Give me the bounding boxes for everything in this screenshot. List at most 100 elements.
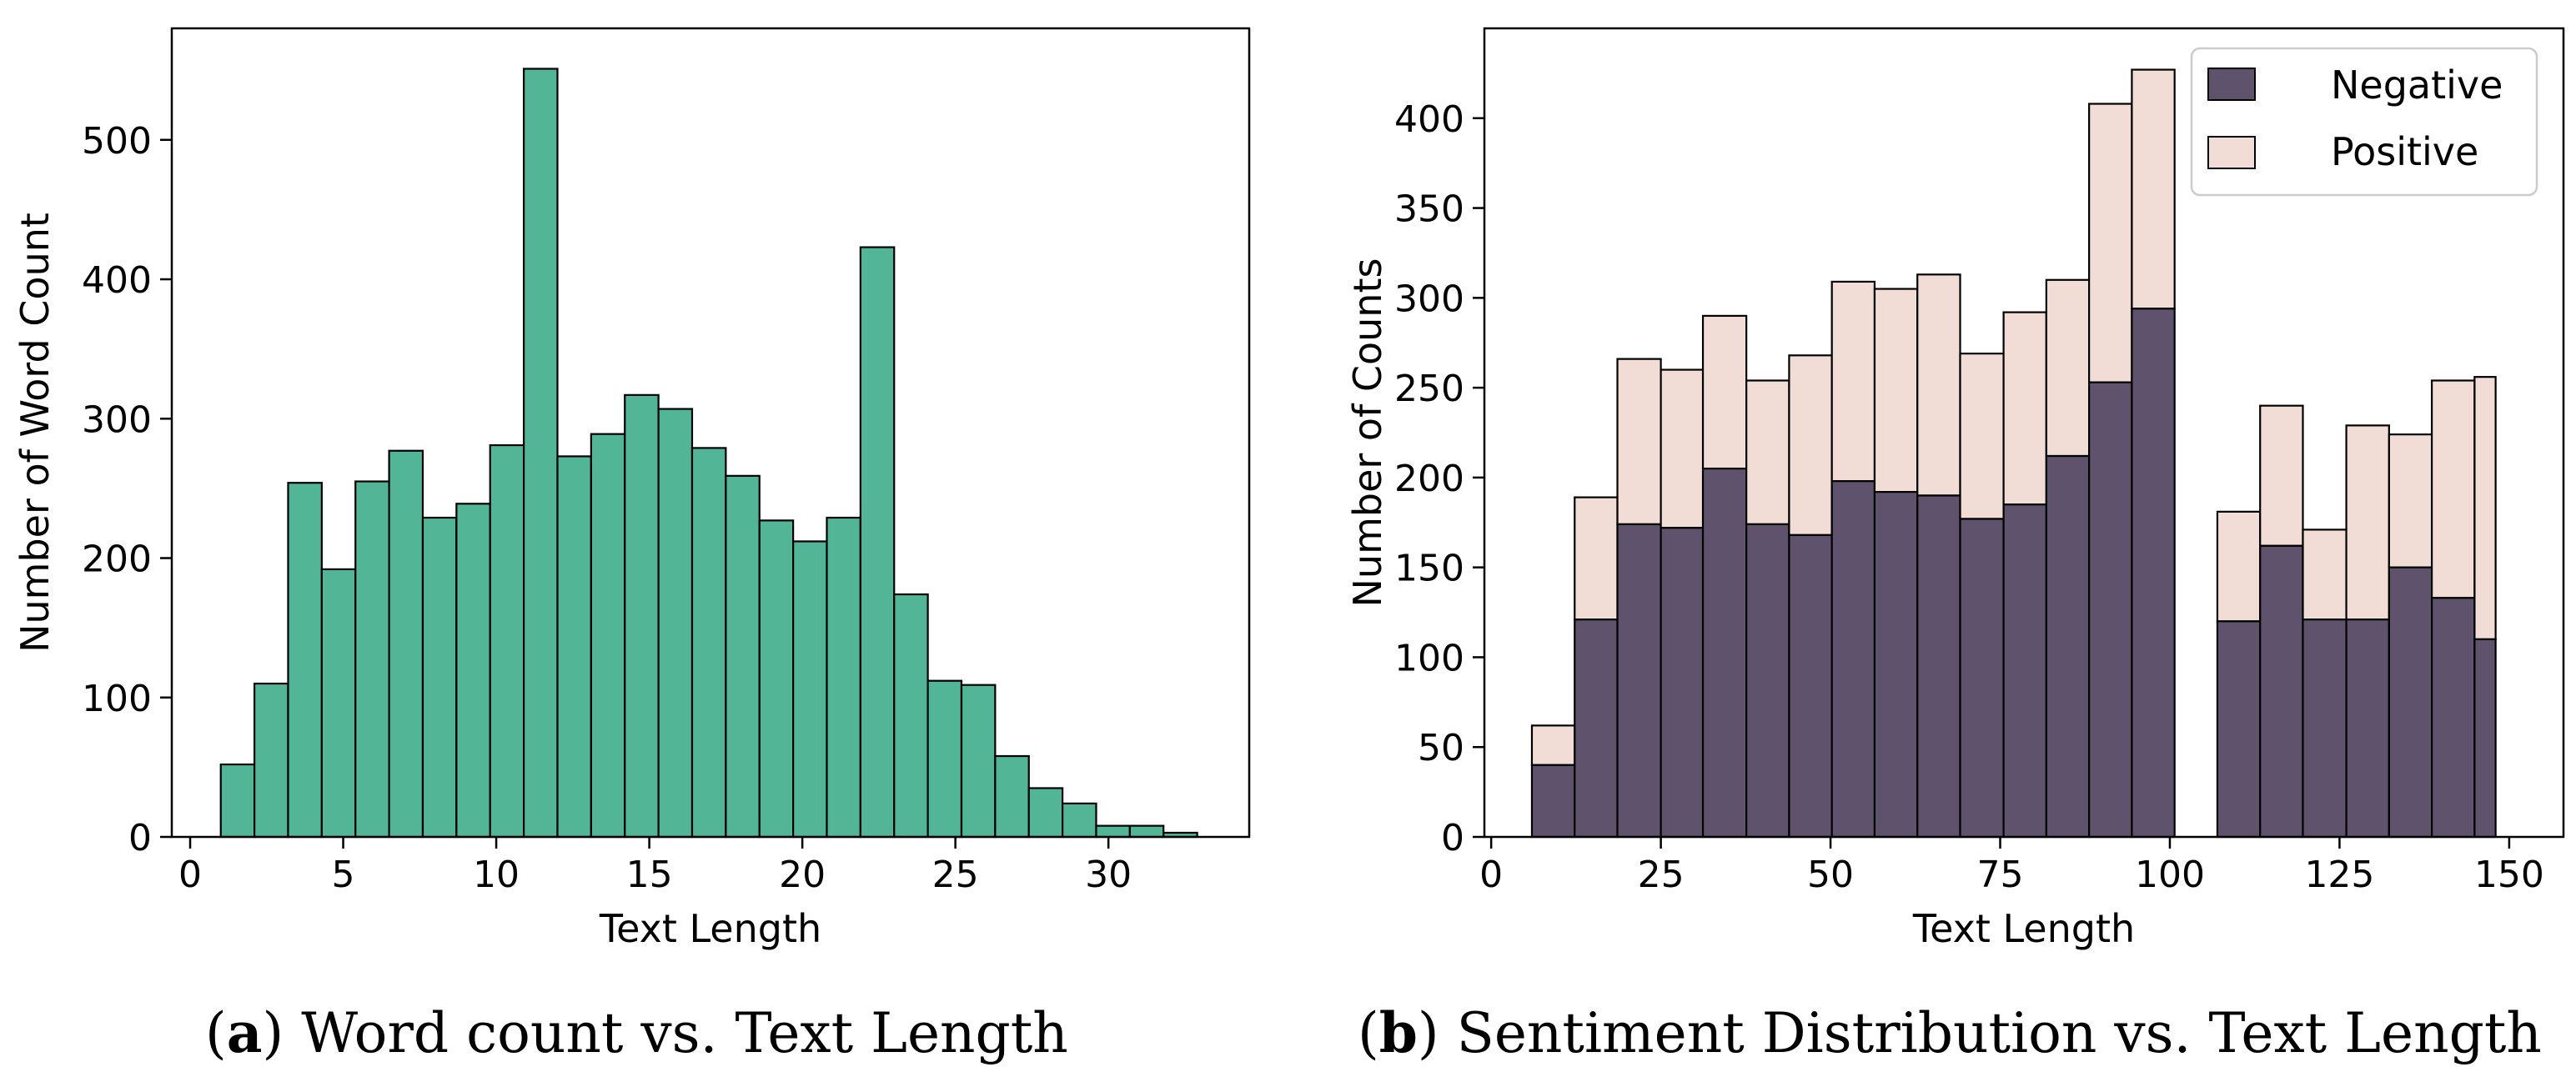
- bar-negative: [1788, 533, 1833, 839]
- y-tick-label: 300: [82, 398, 152, 441]
- x-tick-label: 5: [332, 854, 355, 896]
- bar: [388, 449, 424, 839]
- bar: [1027, 787, 1064, 839]
- y-tick-label: 200: [82, 538, 152, 581]
- bar-negative: [1830, 480, 1876, 839]
- chart-a-word-count-histogram: 0 5 10 15 20 25 30 0 100 200 300 400 500 Text Lengt…: [13, 27, 1251, 951]
- x-tick-label: 0: [1479, 854, 1503, 896]
- x-tick-label: 75: [1977, 854, 2024, 896]
- bar-positive: [2431, 379, 2476, 599]
- y-tick-label: 250: [1394, 368, 1464, 410]
- x-tick-label: 20: [779, 854, 826, 896]
- chart-b-legend: Negative Positive: [2190, 47, 2538, 197]
- bar: [455, 503, 491, 839]
- x-tick-label: 15: [626, 854, 673, 896]
- bar-negative: [1660, 527, 1705, 839]
- bar-negative: [2088, 381, 2133, 839]
- bar: [1128, 824, 1165, 839]
- bar-negative: [1745, 523, 1790, 839]
- bar: [826, 516, 861, 839]
- bar: [1095, 824, 1131, 839]
- bar-positive: [2216, 510, 2262, 623]
- chart-a-bars: [219, 68, 1198, 839]
- bar-negative: [2045, 454, 2091, 839]
- y-tick-label: 0: [1441, 817, 1464, 859]
- bar-positive: [2259, 404, 2304, 547]
- x-tick-label: 30: [1085, 854, 1132, 896]
- bar-positive: [2302, 528, 2348, 621]
- bar: [1062, 802, 1097, 839]
- bar: [523, 68, 559, 839]
- bar-negative: [1873, 491, 1919, 839]
- bar-negative: [2431, 597, 2476, 839]
- bar-negative: [1959, 518, 2005, 839]
- bar: [893, 593, 929, 839]
- bar-negative: [1701, 468, 1748, 839]
- bar: [690, 447, 727, 839]
- bar-positive: [2002, 311, 2047, 506]
- bar: [287, 482, 323, 839]
- caption-a: (a) Word count vs. Text Length: [205, 1000, 1068, 1065]
- y-tick-label: 50: [1418, 727, 1464, 769]
- x-tick-label: 25: [932, 854, 979, 896]
- bar-positive: [1830, 280, 1876, 483]
- bar: [320, 568, 357, 839]
- bar-positive: [2088, 103, 2133, 383]
- chart-b-x-axis-label: Text Length: [1912, 906, 2135, 951]
- bar-positive: [2388, 433, 2433, 569]
- chart-b-sentiment-histogram: 0 25 50 75 100 125 150 0 50 100 150 200 250 300 350 40…: [1345, 27, 2565, 951]
- bar: [792, 540, 828, 839]
- caption-a-letter: a: [226, 1000, 263, 1065]
- bar-negative: [2259, 544, 2304, 839]
- chart-b-y-ticks: 0 50 100 150 200 250 300 350 400: [1394, 98, 1484, 859]
- y-tick-label: 400: [82, 259, 152, 302]
- chart-a-frame: [170, 27, 1251, 839]
- bar-negative: [1616, 523, 1662, 839]
- caption-b-text: Sentiment Distribution vs. Text Length: [1456, 1001, 2542, 1065]
- bar: [254, 682, 289, 839]
- legend-label-negative: Negative: [2331, 63, 2503, 108]
- bar: [219, 763, 256, 839]
- caption-b: (b) Sentiment Distribution vs. Text Leng…: [1358, 1000, 2542, 1065]
- legend-label-positive: Positive: [2331, 129, 2478, 174]
- bar: [926, 679, 963, 839]
- bar-positive: [1788, 354, 1833, 536]
- x-tick-label: 10: [473, 854, 520, 896]
- chart-b-bars: [1530, 68, 2497, 839]
- bar-positive: [2345, 424, 2390, 621]
- bar-positive: [1873, 288, 1919, 493]
- bar-negative: [2473, 638, 2497, 839]
- bar-negative: [1574, 619, 1619, 839]
- bar-positive: [1530, 724, 1576, 766]
- y-tick-label: 150: [1394, 548, 1464, 590]
- legend-swatch-negative: [2207, 68, 2256, 101]
- bar-positive: [1745, 379, 1790, 526]
- y-tick-label: 100: [1394, 637, 1464, 679]
- bar-positive: [2131, 68, 2176, 310]
- x-tick-label: 0: [178, 854, 202, 896]
- bar-negative: [2002, 503, 2047, 839]
- x-tick-label: 25: [1638, 854, 1685, 896]
- bar: [725, 474, 761, 839]
- chart-b-frame: [1483, 27, 2565, 839]
- chart-a-y-ticks: 0 100 200 300 400 500: [82, 120, 172, 859]
- bar-positive: [1616, 358, 1662, 526]
- x-tick-label: 150: [2474, 854, 2544, 896]
- chart-a-y-axis-label: Number of Word Count: [13, 213, 58, 653]
- bar-negative: [2131, 308, 2176, 839]
- chart-a-x-ticks: 0 5 10 15 20 25 30: [178, 837, 1132, 896]
- y-tick-label: 100: [82, 678, 152, 720]
- caption-a-text: Word count vs. Text Length: [301, 1001, 1068, 1065]
- legend-frame: [2190, 47, 2538, 197]
- y-tick-label: 500: [82, 120, 152, 163]
- bar: [590, 433, 626, 839]
- bar: [556, 455, 592, 839]
- bar-positive: [1574, 496, 1619, 621]
- bar-negative: [2345, 619, 2390, 839]
- bar: [421, 516, 458, 839]
- y-tick-label: 0: [128, 817, 152, 859]
- caption-b-letter: b: [1378, 1000, 1418, 1065]
- chart-b-x-ticks: 0 25 50 75 100 125 150: [1479, 837, 2544, 896]
- y-tick-label: 400: [1394, 98, 1464, 141]
- bar: [859, 246, 896, 839]
